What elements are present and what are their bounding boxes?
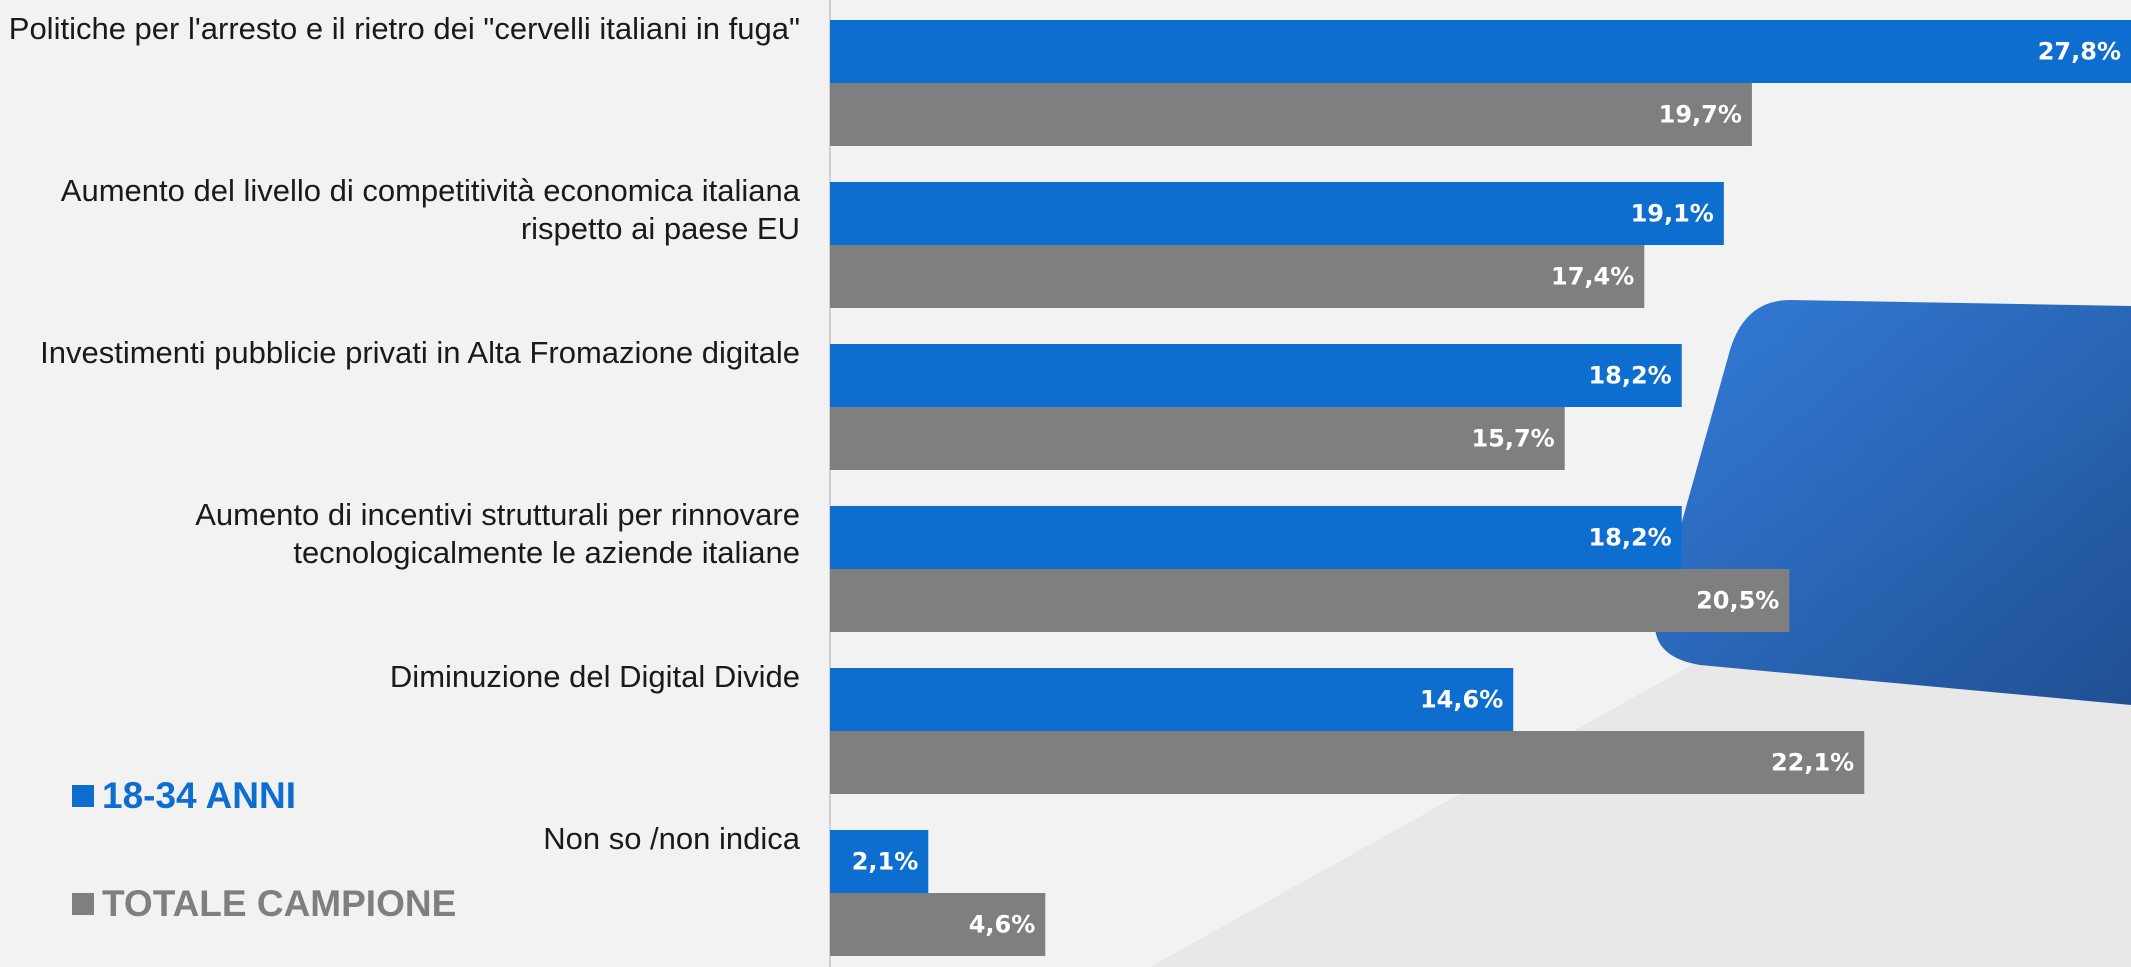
- bar: [830, 245, 1644, 308]
- value-label: 4,6%: [969, 911, 1036, 939]
- bar: [830, 731, 1864, 794]
- legend-label: TOTALE CAMPIONE: [102, 883, 456, 925]
- bar: [830, 569, 1789, 632]
- bar: [830, 407, 1565, 470]
- legend-label: 18-34 ANNI: [102, 775, 296, 817]
- value-label: 18,2%: [1588, 524, 1671, 552]
- value-label: 19,1%: [1631, 200, 1714, 228]
- category-label: Non so /non indica: [0, 820, 800, 858]
- value-label: 14,6%: [1420, 686, 1503, 714]
- decorative-image: [1655, 300, 2131, 705]
- bar: [830, 83, 1752, 146]
- value-label: 27,8%: [2038, 38, 2121, 66]
- value-label: 22,1%: [1771, 749, 1854, 777]
- value-label: 17,4%: [1551, 263, 1634, 291]
- value-label: 2,1%: [852, 848, 919, 876]
- value-label: 20,5%: [1696, 587, 1779, 615]
- bar: [830, 344, 1682, 407]
- page: 27,8% 19,7% 19,1% 17,4% 18,2% 15,7% 18,2% 20,5%…: [0, 0, 2131, 967]
- legend-swatch: [72, 893, 94, 915]
- bar: [830, 182, 1724, 245]
- category-label: Investimenti pubblicie privati in Alta F…: [0, 334, 800, 372]
- value-label: 19,7%: [1659, 101, 1742, 129]
- bar: [830, 506, 1682, 569]
- legend-item: 18-34 ANNI: [72, 775, 296, 817]
- legend-item: TOTALE CAMPIONE: [72, 883, 456, 925]
- category-label: Diminuzione del Digital Divide: [0, 658, 800, 696]
- category-label: Aumento del livello di competitività eco…: [0, 172, 800, 248]
- category-label: Politiche per l'arresto e il rietro dei …: [0, 10, 800, 48]
- value-label: 15,7%: [1471, 425, 1554, 453]
- bar: [830, 668, 1513, 731]
- value-label: 18,2%: [1588, 362, 1671, 390]
- bar: [830, 20, 2131, 83]
- legend-swatch: [72, 785, 94, 807]
- category-label: Aumento di incentivi strutturali per rin…: [0, 496, 800, 572]
